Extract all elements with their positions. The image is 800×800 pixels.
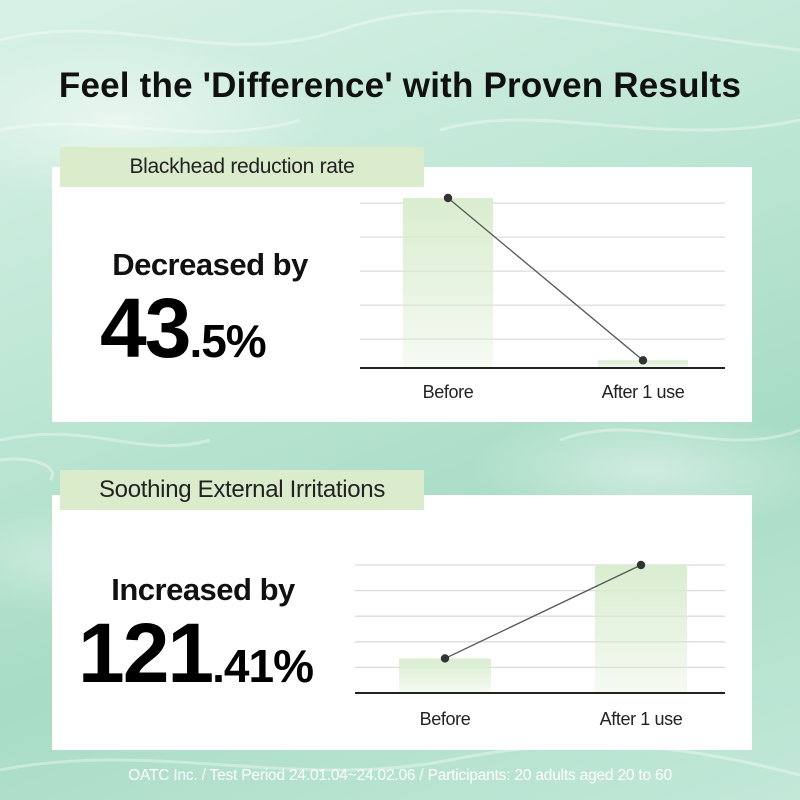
blackhead-chart: Before After 1 use <box>360 193 725 402</box>
blackhead-bar-before <box>403 198 493 368</box>
decreased-by-label: Decreased by <box>112 247 308 282</box>
soothing-result-integer: 121 <box>78 606 214 700</box>
blackhead-point-before <box>443 193 453 203</box>
soothing-tag: Soothing External Irritations <box>60 470 424 510</box>
soothing-point-after <box>636 560 646 570</box>
page-title: Feel the 'Difference' with Proven Result… <box>58 66 742 105</box>
blackhead-point-after <box>638 356 648 365</box>
increased-by-label: Increased by <box>111 572 295 607</box>
soothing-result-value: 121.41% <box>78 605 314 702</box>
blackhead-category-label-before: Before <box>423 382 474 402</box>
blackhead-category-label-after: After 1 use <box>602 382 685 402</box>
soothing-bar-before <box>399 658 491 693</box>
blackhead-card <box>52 167 752 422</box>
soothing-point-before <box>440 654 450 663</box>
blackhead-result-integer: 43 <box>100 281 191 375</box>
soothing-chart: Before After 1 use <box>355 560 725 729</box>
test-footnote: OATC Inc. / Test Period 24.01.04~24.02.0… <box>128 767 672 784</box>
soothing-category-label-before: Before <box>420 709 471 729</box>
blackhead-tag: Blackhead reduction rate <box>60 147 424 187</box>
soothing-category-label-after: After 1 use <box>600 709 683 729</box>
soothing-bar-after <box>595 565 687 693</box>
soothing-trend-line <box>444 564 642 660</box>
soothing-result-decimal: .41% <box>212 640 314 692</box>
blackhead-trend-line <box>447 197 644 361</box>
blackhead-result-decimal: .5% <box>189 315 266 367</box>
blackhead-result-value: 43.5% <box>100 280 267 377</box>
